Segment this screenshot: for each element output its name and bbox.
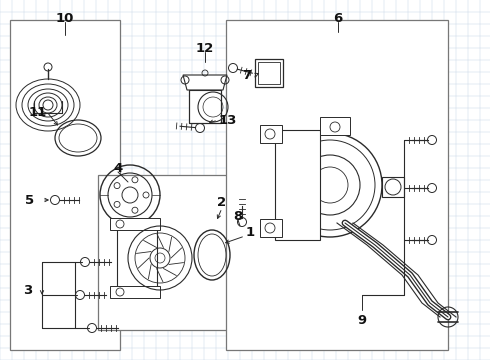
Text: 2: 2 — [218, 195, 226, 208]
Text: 9: 9 — [357, 314, 367, 327]
Text: 3: 3 — [24, 284, 33, 297]
Bar — [98, 175, 245, 330]
Bar — [275, 130, 320, 240]
Bar — [258, 62, 280, 84]
Text: 13: 13 — [219, 113, 237, 126]
Text: 4: 4 — [113, 162, 122, 175]
Bar — [226, 20, 448, 350]
Bar — [255, 59, 283, 87]
Text: 1: 1 — [245, 225, 255, 239]
Bar — [117, 220, 157, 296]
Bar — [189, 90, 221, 123]
Bar — [110, 286, 160, 298]
Text: 7: 7 — [243, 68, 251, 81]
Bar — [110, 218, 160, 230]
Text: 11: 11 — [29, 105, 47, 118]
Text: 5: 5 — [25, 194, 35, 207]
Text: 8: 8 — [233, 210, 243, 222]
Text: 6: 6 — [333, 12, 343, 24]
Text: 12: 12 — [196, 41, 214, 54]
Bar — [320, 117, 350, 135]
Polygon shape — [183, 75, 227, 90]
Bar — [10, 20, 120, 350]
Text: 10: 10 — [56, 12, 74, 24]
Bar — [382, 177, 404, 197]
Bar — [260, 125, 282, 143]
Bar — [260, 219, 282, 237]
